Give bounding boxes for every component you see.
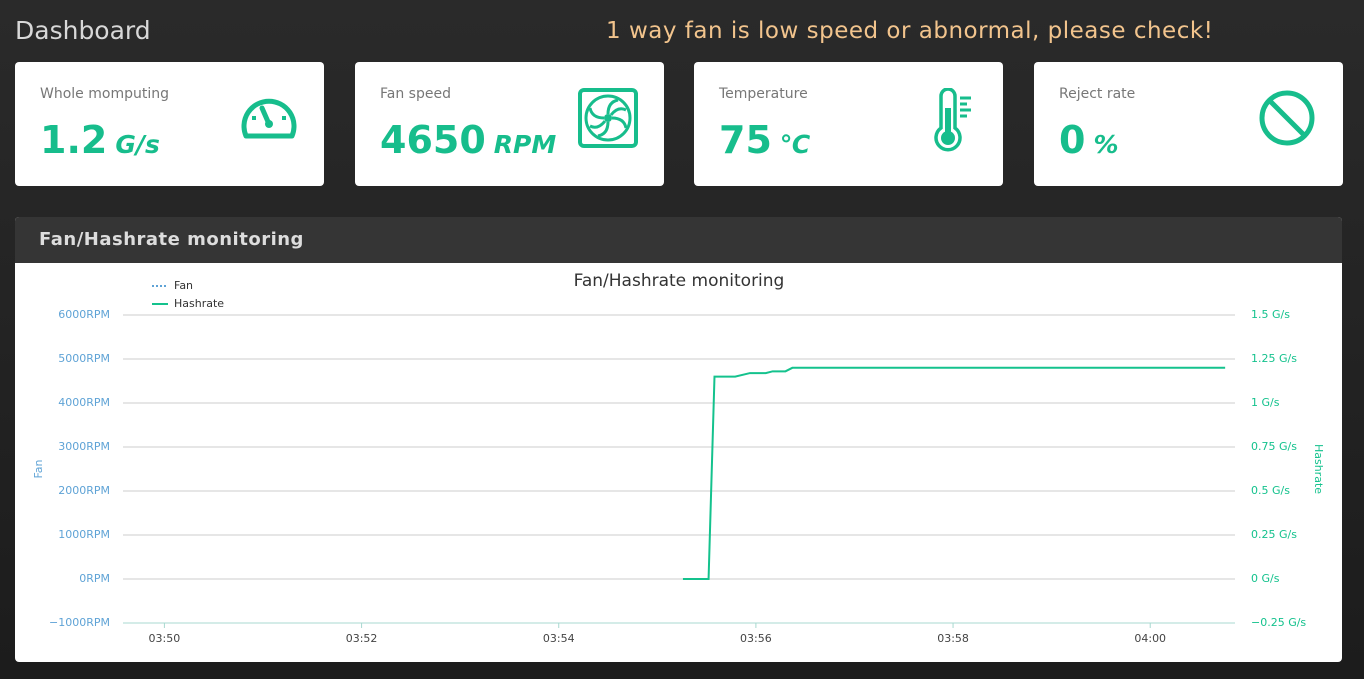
card-value-row: 75 ℃	[719, 118, 810, 162]
card-value-row: 4650 RPM	[380, 118, 556, 162]
card-unit: RPM	[493, 130, 557, 159]
y-tick-label: 0RPM	[79, 572, 110, 585]
card: Whole momputing 1.2 G/s	[15, 62, 324, 186]
y-tick-label: 3000RPM	[58, 440, 110, 453]
chart-title: Fan/Hashrate monitoring	[574, 271, 785, 291]
x-tick-label: 03:52	[346, 632, 378, 645]
legend-label: Fan	[174, 279, 193, 292]
card: Fan speed 4650 RPM	[355, 62, 664, 186]
y-tick-label: −1000RPM	[49, 616, 110, 629]
card-label: Fan speed	[380, 86, 451, 102]
y-tick-label: 1000RPM	[58, 528, 110, 541]
chart-panel: Fan/Hashrate monitoring Fan/Hashrate mon…	[15, 217, 1342, 662]
y2-tick-label: −0.25 G/s	[1251, 616, 1306, 629]
gauge-icon	[241, 98, 297, 139]
x-tick-label: 04:00	[1134, 632, 1166, 645]
y2-tick-label: 0.5 G/s	[1251, 484, 1290, 497]
chart: Fan/Hashrate monitoring Fan Hashrate −10…	[32, 271, 1325, 645]
y2-tick-label: 0.75 G/s	[1251, 440, 1297, 453]
y2-tick-label: 1 G/s	[1251, 396, 1280, 409]
x-tick-label: 03:50	[149, 632, 181, 645]
card-value: 1.2	[40, 118, 108, 162]
y-tick-label: 2000RPM	[58, 484, 110, 497]
y-tick-label: 5000RPM	[58, 352, 110, 365]
y2-tick-label: 0 G/s	[1251, 572, 1280, 585]
fan-icon	[578, 88, 638, 148]
alert-message: 1 way fan is low speed or abnormal, plea…	[606, 18, 1214, 44]
card-value-row: 1.2 G/s	[40, 118, 160, 162]
y-tick-label: 6000RPM	[58, 308, 110, 321]
card-label: Temperature	[719, 86, 808, 102]
panel-title: Fan/Hashrate monitoring	[15, 217, 1342, 263]
reject-icon	[1259, 90, 1315, 146]
x-tick-label: 03:56	[740, 632, 772, 645]
x-tick-label: 03:54	[543, 632, 575, 645]
thermometer-icon	[934, 88, 971, 152]
page-title: Dashboard	[15, 16, 151, 45]
y2-tick-label: 1.25 G/s	[1251, 352, 1297, 365]
card-value: 0	[1059, 118, 1086, 162]
series-line	[682, 366, 1226, 580]
y2-tick-label: 0.25 G/s	[1251, 528, 1297, 541]
card: Reject rate 0%	[1034, 62, 1343, 186]
legend-label: Hashrate	[174, 297, 224, 310]
card-label: Whole momputing	[40, 86, 169, 102]
card: Temperature 75 ℃	[694, 62, 1003, 186]
card-label: Reject rate	[1059, 86, 1136, 102]
y-axis-label: Fan	[32, 459, 45, 478]
card-unit: G/s	[115, 130, 160, 159]
card-unit: ℃	[779, 130, 811, 159]
y2-tick-label: 1.5 G/s	[1251, 308, 1290, 321]
x-tick-label: 03:58	[937, 632, 969, 645]
y2-axis-label: Hashrate	[1312, 444, 1325, 494]
card-value: 75	[719, 118, 772, 162]
card-value-row: 0%	[1059, 118, 1119, 162]
y-tick-label: 4000RPM	[58, 396, 110, 409]
card-unit: %	[1093, 130, 1119, 159]
card-value: 4650	[380, 118, 486, 162]
